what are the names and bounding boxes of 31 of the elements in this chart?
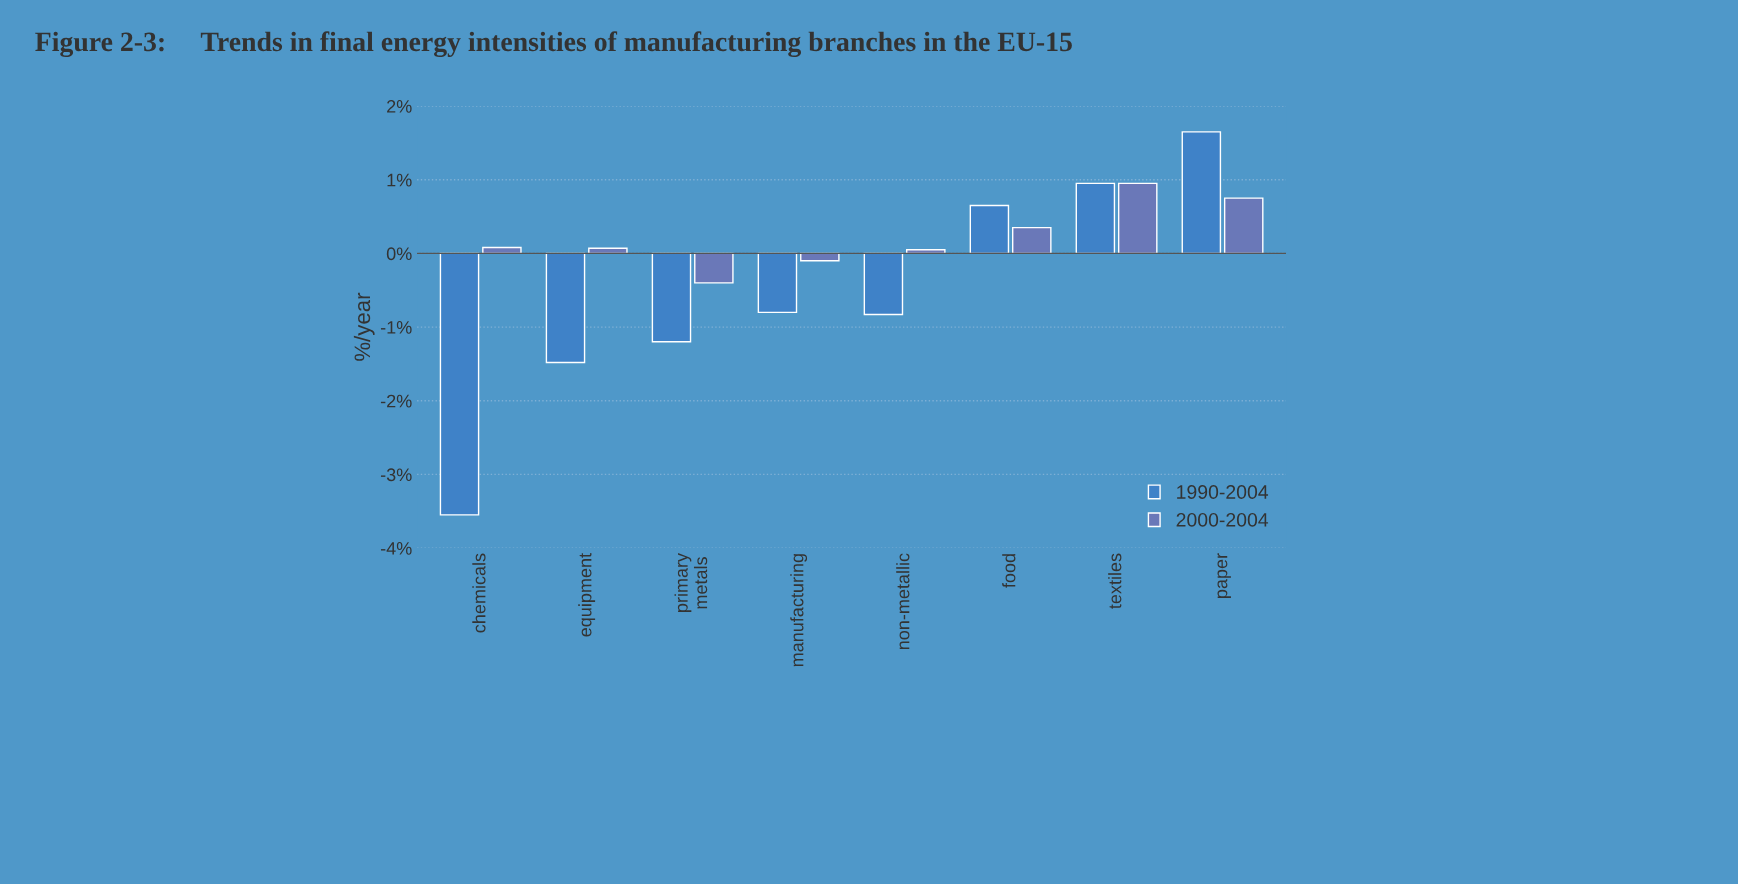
y-tick-label: 2% (387, 100, 412, 113)
y-tick-label: -4% (380, 542, 412, 555)
chart-title: Figure 2-3: Trends in final energy intensities of manufacturing branches in the EU-15 (35, 31, 1072, 58)
y-tick-label: -2% (380, 394, 412, 408)
x-tick-label: food (1002, 554, 1016, 588)
bar (651, 252, 692, 343)
y-tick-label: -3% (380, 468, 412, 482)
legend-label: 1990-2004 (1177, 485, 1269, 499)
x-tick-label: paper (1217, 553, 1231, 598)
y-tick-label: -1% (380, 321, 412, 334)
x-tick-label: non-metallic (896, 553, 910, 650)
x-tick-label: manufacturing (790, 554, 808, 667)
y-tick-label: 0% (386, 247, 412, 261)
x-tick-label: equipment (578, 553, 596, 637)
bar (1117, 182, 1158, 255)
bar (439, 252, 480, 516)
bar (1181, 131, 1222, 255)
bar (1075, 182, 1116, 255)
bar (545, 252, 586, 364)
bar (969, 204, 1010, 255)
legend-label: 2000-2004 (1176, 512, 1269, 527)
x-tick-label: chemicals (472, 553, 486, 633)
bar (757, 252, 798, 314)
x-tick-label: textiles (1108, 553, 1122, 609)
bar (1223, 197, 1264, 255)
bar (1012, 226, 1052, 255)
y-axis-title: %/year (353, 292, 375, 361)
bar (694, 252, 734, 284)
y-tick-label: 1% (387, 173, 412, 187)
x-tick-label: primary metals (674, 552, 708, 612)
bar (863, 252, 904, 316)
